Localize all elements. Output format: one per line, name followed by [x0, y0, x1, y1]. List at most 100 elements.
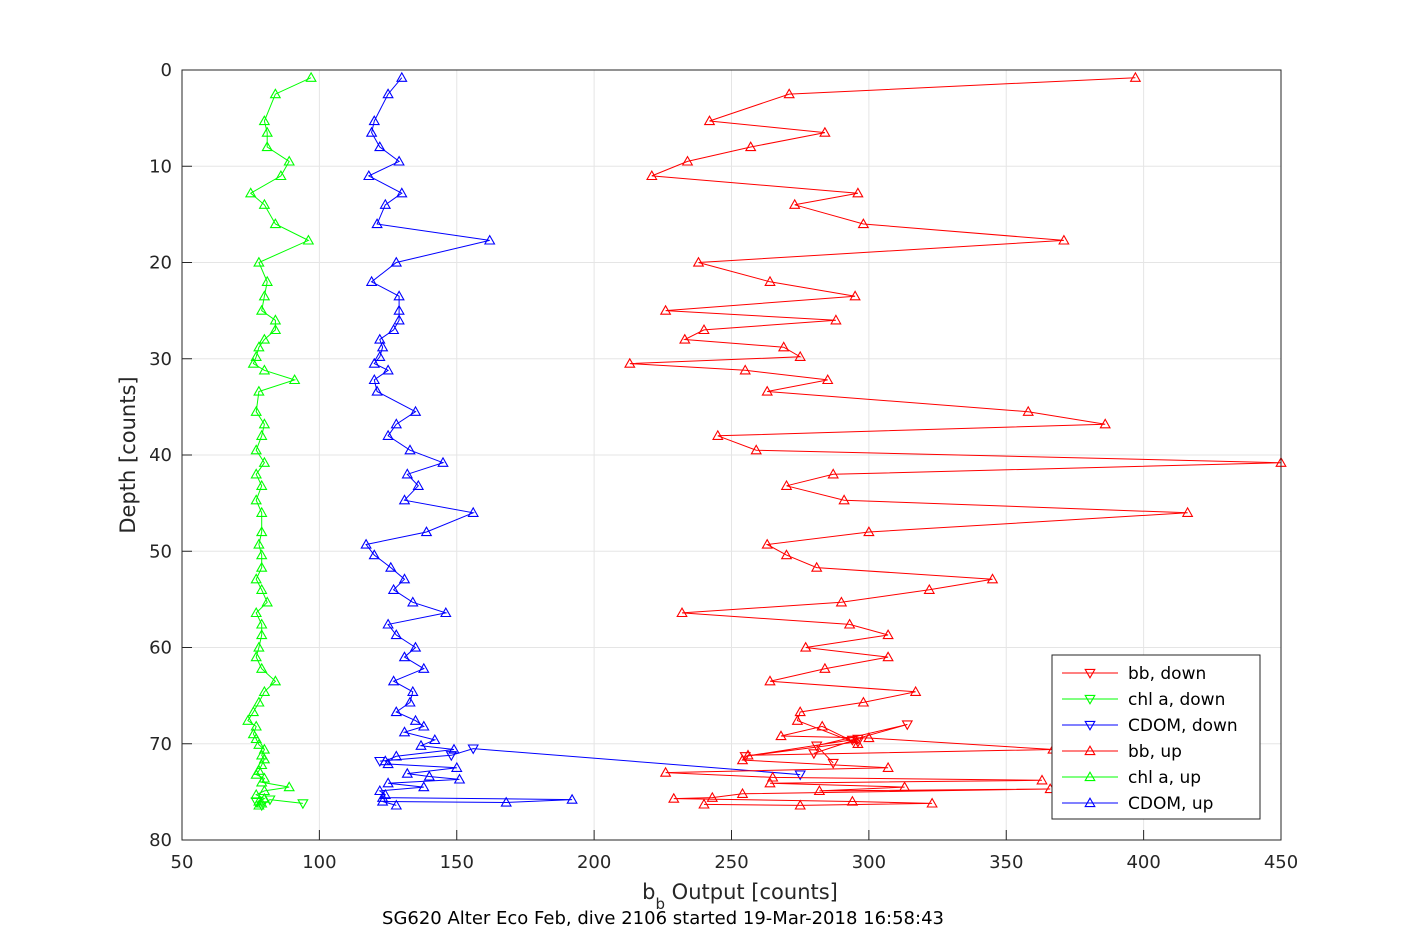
axis-ticks: 50 100 150 200 250 300 350 400 450 0 10 20 30 40 50 60 7…	[149, 60, 1298, 873]
data-point	[775, 730, 787, 741]
data-point	[258, 792, 271, 803]
legend-marker	[1084, 797, 1096, 808]
data-point	[450, 761, 463, 772]
data-point	[467, 744, 479, 755]
data-point	[258, 290, 271, 301]
series-line	[379, 748, 801, 776]
data-point	[810, 741, 823, 752]
data-point	[305, 71, 317, 82]
data-point	[390, 706, 403, 717]
data-point	[794, 770, 806, 781]
data-point	[819, 662, 831, 673]
data-point	[269, 323, 282, 335]
data-point	[409, 714, 422, 725]
data-point	[659, 304, 672, 315]
data-point	[261, 141, 273, 152]
x-tick-label: 300	[852, 852, 886, 873]
data-point	[791, 714, 804, 725]
x-tick-label: 50	[171, 852, 194, 873]
data-point	[390, 799, 403, 810]
data-point	[1058, 234, 1070, 245]
data-point	[376, 341, 389, 352]
data-point	[882, 651, 894, 662]
x-tick-label: 450	[1264, 852, 1298, 873]
legend-marker	[1084, 745, 1096, 756]
data-point	[393, 314, 405, 325]
data-point	[409, 641, 422, 652]
data-point	[404, 444, 416, 455]
data-point	[250, 788, 262, 799]
data-point	[398, 573, 411, 584]
data-point	[244, 187, 257, 198]
x-axis-title: bb Output [counts]	[642, 880, 838, 913]
data-point	[283, 155, 295, 166]
data-point	[668, 792, 680, 803]
data-point	[250, 444, 262, 455]
data-point	[827, 468, 839, 479]
data-point	[253, 385, 265, 396]
series-line	[629, 77, 1282, 806]
data-point	[250, 768, 262, 779]
data-point	[255, 618, 268, 629]
data-point	[258, 753, 271, 764]
data-point	[371, 385, 383, 396]
data-point	[250, 468, 262, 479]
data-point	[261, 596, 273, 607]
data-point	[261, 275, 273, 286]
data-point	[681, 155, 694, 166]
data-point	[379, 198, 392, 209]
data-point	[250, 651, 262, 662]
y-tick-label: 30	[149, 349, 172, 370]
data-point	[374, 784, 386, 796]
data-point	[365, 275, 378, 286]
y-tick-label: 0	[161, 60, 172, 81]
data-point	[297, 799, 309, 810]
data-point	[898, 781, 911, 792]
data-point	[1036, 774, 1048, 785]
data-point	[250, 720, 262, 731]
data-point	[483, 234, 496, 245]
data-point	[396, 187, 408, 198]
x-tick-label: 200	[577, 852, 611, 873]
x-axis-title-subscript: b	[655, 895, 665, 913]
data-point	[852, 187, 864, 198]
data-point	[401, 767, 414, 778]
data-point	[255, 758, 268, 770]
data-point	[283, 781, 295, 792]
x-tick-label: 350	[989, 852, 1023, 873]
data-point	[255, 776, 268, 787]
data-point	[418, 720, 430, 731]
data-point	[764, 777, 776, 788]
data-point	[387, 675, 400, 686]
data-point	[368, 549, 381, 560]
x-tick-label: 100	[302, 852, 336, 873]
data-point	[445, 751, 458, 762]
legend-marker	[1084, 694, 1096, 705]
data-point	[407, 596, 419, 607]
data-point	[794, 350, 806, 361]
data-point	[409, 405, 422, 416]
data-point	[398, 494, 411, 505]
data-point	[253, 256, 265, 267]
data-point	[780, 549, 793, 560]
data-point	[393, 304, 405, 315]
data-point	[750, 444, 762, 455]
data-point	[255, 526, 268, 537]
data-point	[736, 754, 749, 765]
data-point	[360, 538, 372, 549]
data-point	[258, 685, 271, 696]
data-point	[676, 606, 688, 618]
data-point	[736, 787, 749, 798]
data-point	[830, 314, 842, 325]
data-point	[398, 651, 411, 662]
data-point	[250, 405, 262, 416]
data-point	[857, 696, 870, 707]
data-point	[255, 304, 268, 315]
data-point	[275, 169, 287, 181]
data-point	[255, 583, 268, 594]
legend-label: chl a, up	[1128, 768, 1201, 788]
y-tick-label: 80	[149, 830, 172, 851]
data-point	[247, 706, 260, 717]
data-point	[766, 771, 779, 782]
data-point	[453, 773, 466, 784]
